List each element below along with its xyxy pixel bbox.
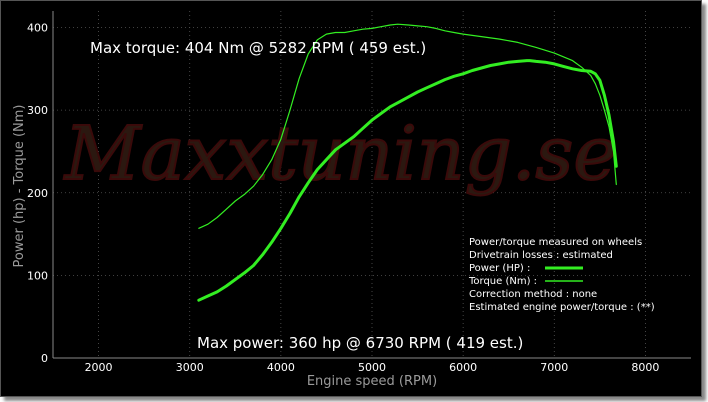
- legend-line-correction: Correction method : none: [469, 289, 597, 300]
- legend-line-measured: Power/torque measured on wheels: [469, 237, 642, 248]
- y-axis-label: Power (hp) - Torque (Nm): [12, 105, 27, 268]
- power-curve: [197, 59, 618, 302]
- y-tick-label: 200: [27, 187, 48, 200]
- y-tick-label: 300: [27, 104, 48, 117]
- y-tick-label: 400: [27, 22, 48, 35]
- y-tick-label: 0: [41, 352, 48, 365]
- tick-labels: 2000 3000 4000 5000 6000 7000 8000 0 100 200 300 40…: [27, 22, 659, 374]
- y-tick-label: 100: [27, 269, 48, 282]
- legend-line-power: Power (HP) :: [469, 263, 530, 274]
- x-tick-label: 8000: [631, 361, 659, 374]
- dyno-chart: Maxxtuning.se 2000 3000 4000 5000 6000 7000 80…: [12, 11, 691, 389]
- x-axis-label: Engine speed (RPM): [307, 374, 437, 389]
- legend: Power/torque measured on wheels Drivetra…: [468, 237, 655, 313]
- series-lines: [197, 23, 618, 302]
- max-power-annotation: Max power: 360 hp @ 6730 RPM ( 419 est.): [197, 334, 523, 352]
- x-tick-label: 3000: [176, 361, 204, 374]
- torque-curve: [198, 23, 617, 229]
- x-tick-label: 6000: [449, 361, 477, 374]
- watermark: Maxxtuning.se: [63, 111, 617, 197]
- legend-line-drivetrain: Drivetrain losses : estimated: [469, 250, 613, 261]
- x-tick-label: 5000: [358, 361, 386, 374]
- max-torque-annotation: Max torque: 404 Nm @ 5282 RPM ( 459 est.…: [90, 39, 426, 57]
- dyno-chart-frame: Maxxtuning.se 2000 3000 4000 5000 6000 7000 80…: [0, 0, 702, 397]
- x-tick-label: 2000: [85, 361, 113, 374]
- x-tick-label: 4000: [267, 361, 295, 374]
- legend-line-torque: Torque (Nm) :: [468, 276, 537, 287]
- x-tick-label: 7000: [540, 361, 568, 374]
- legend-line-estimated: Estimated engine power/torque : (**): [469, 302, 655, 313]
